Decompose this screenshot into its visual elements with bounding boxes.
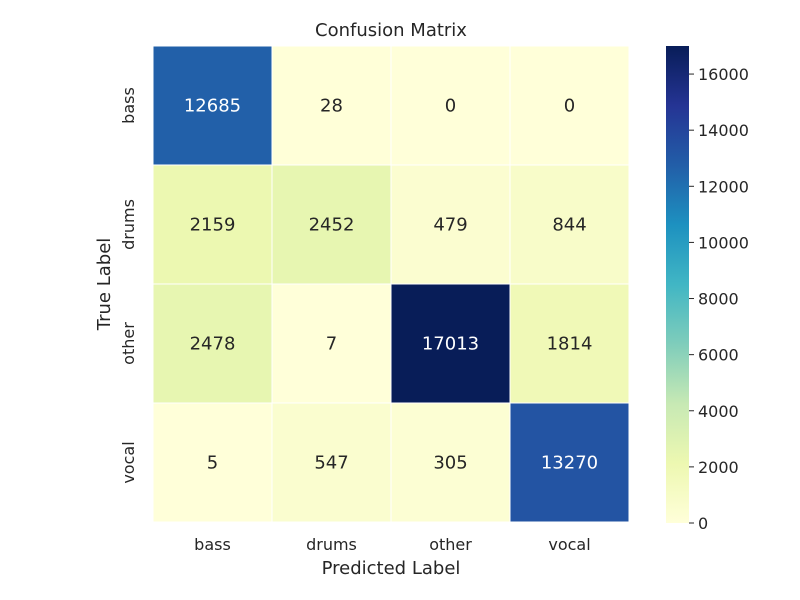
y-tick-label: other: [119, 322, 138, 365]
colorbar-tick-label: 0: [698, 514, 708, 533]
colorbar-ticks: 0 2000 4000 6000 8000 10000 12000 14000 16000: [689, 65, 749, 533]
colorbar: [666, 46, 689, 523]
cell-value-label: 13270: [541, 453, 598, 474]
y-tick-label: bass: [119, 87, 138, 124]
x-axis-label: Predicted Label: [322, 558, 461, 579]
y-tick-label: vocal: [119, 441, 138, 483]
heatmap-cell: [152, 402, 273, 523]
cell-value-label: 28: [320, 96, 343, 117]
heatmap-cell: [271, 164, 392, 285]
colorbar-tick-label: 10000: [698, 233, 749, 252]
cell-value-label: 17013: [422, 334, 479, 355]
heatmap-cell: [152, 164, 273, 285]
colorbar-tick-label: 6000: [698, 346, 739, 365]
heatmap-cell: [509, 402, 630, 523]
cell-value-label: 2159: [190, 215, 236, 236]
cell-value-label: 2452: [309, 215, 355, 236]
heatmap-grid: 12685 28 0 0 2159 2452 479 844 2478 7 17013 1814 5 54…: [152, 45, 630, 523]
cell-value-label: 844: [552, 215, 586, 236]
y-axis-label: True Label: [94, 238, 115, 332]
x-tick-label: drums: [306, 535, 357, 554]
heatmap-cell: [509, 283, 630, 404]
colorbar-tick-label: 16000: [698, 65, 749, 84]
x-tick-label: bass: [194, 535, 231, 554]
colorbar-tick-label: 2000: [698, 458, 739, 477]
cell-value-label: 479: [433, 215, 467, 236]
heatmap-cell: [152, 45, 273, 166]
y-tick-labels: bass drums other vocal: [119, 87, 138, 483]
x-tick-label: vocal: [548, 535, 590, 554]
heatmap-cell: [390, 45, 511, 166]
heatmap-cell: [390, 402, 511, 523]
colorbar-tick-label: 12000: [698, 177, 749, 196]
heatmap-cell: [271, 283, 392, 404]
cell-value-label: 1814: [547, 334, 593, 355]
chart-title: Confusion Matrix: [315, 20, 467, 41]
colorbar-tick-label: 14000: [698, 121, 749, 140]
cell-value-label: 0: [445, 96, 456, 117]
heatmap-cell: [509, 164, 630, 285]
heatmap-cell: [271, 402, 392, 523]
cell-value-label: 547: [314, 453, 348, 474]
cell-value-label: 305: [433, 453, 467, 474]
cell-value-label: 7: [326, 334, 337, 355]
heatmap-cell: [509, 45, 630, 166]
cell-value-label: 5: [207, 453, 218, 474]
heatmap-cell: [271, 45, 392, 166]
x-tick-label: other: [429, 535, 472, 554]
cell-value-label: 12685: [184, 96, 241, 117]
y-tick-label: drums: [119, 199, 138, 250]
colorbar-tick-label: 4000: [698, 402, 739, 421]
colorbar-tick-label: 8000: [698, 290, 739, 309]
cell-value-label: 0: [564, 96, 575, 117]
cell-value-label: 2478: [190, 334, 236, 355]
x-tick-labels: bass drums other vocal: [194, 535, 590, 554]
